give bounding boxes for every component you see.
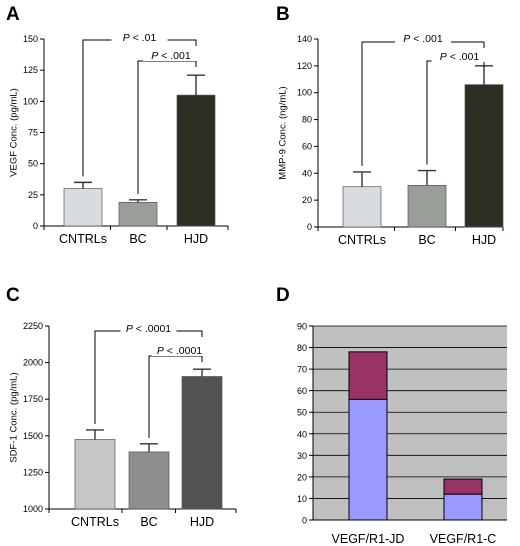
panel-b-category-label: BC bbox=[418, 233, 435, 247]
panel-b-bar bbox=[342, 186, 382, 228]
panel-b-y-tick-label: 60 bbox=[302, 141, 312, 151]
panel-d-category-label: VEGF/R1-JD bbox=[332, 532, 405, 546]
panel-d-y-tick-label: 70 bbox=[297, 365, 307, 375]
panel-c-y-tick-label: 1500 bbox=[23, 431, 43, 441]
panel-a-y-tick-label: 150 bbox=[23, 34, 38, 44]
panel-b-y-tick-label: 0 bbox=[307, 222, 312, 232]
panel-d-bar-segment bbox=[348, 351, 388, 400]
panel-a-bar bbox=[63, 188, 103, 227]
panel-d-y-tick-label: 30 bbox=[297, 451, 307, 461]
panel-a-y-tick-label: 75 bbox=[28, 128, 38, 138]
panel-d-y-tick-label: 20 bbox=[297, 472, 307, 482]
panel-c-significance-label-bg bbox=[120, 322, 177, 334]
panel-d-y-tick-label: 60 bbox=[297, 386, 307, 396]
panel-c-y-tick-label: 1750 bbox=[23, 394, 43, 404]
panel-b-significance-label-bg bbox=[431, 50, 488, 62]
panel-b-bar bbox=[407, 185, 447, 228]
panel-b-letter: B bbox=[276, 4, 290, 25]
panel-c-significance-label: P < .0001 bbox=[126, 323, 171, 335]
panel-b-y-tick-label: 120 bbox=[297, 61, 312, 71]
panel-a-letter: A bbox=[6, 4, 20, 25]
panel-b: B 0 20 40 60 80 100 120 140 MMP-9 Conc. (ng/mL) CN… bbox=[276, 4, 504, 247]
panel-a-y-tick-label: 0 bbox=[33, 221, 38, 231]
panel-a-bar bbox=[176, 94, 216, 227]
panel-c-y-tick-label: 2250 bbox=[23, 321, 43, 331]
panel-a-significance-label: P < .01 bbox=[123, 32, 157, 44]
panel-a-y-tick-label: 100 bbox=[23, 96, 38, 106]
panel-b-y-tick-label: 20 bbox=[302, 195, 312, 205]
panel-c-y-tick-label: 1000 bbox=[23, 504, 43, 514]
panel-a-significance-label-bg bbox=[143, 49, 199, 61]
panel-d-bar-segment bbox=[348, 398, 388, 521]
panel-b-y-tick-label: 80 bbox=[302, 115, 312, 125]
panel-d-y-tick-label: 40 bbox=[297, 429, 307, 439]
panel-b-y-tick-label: 100 bbox=[297, 88, 312, 98]
panel-c-category-label: CNTRLs bbox=[71, 515, 119, 529]
panel-a-category-label: CNTRLs bbox=[59, 232, 107, 246]
panel-b-y-tick-label: 40 bbox=[302, 168, 312, 178]
panel-b-y-tick-label: 140 bbox=[297, 34, 312, 44]
panel-b-y-axis-label: MMP-9 Conc. (ng/mL) bbox=[278, 86, 289, 179]
panel-c-letter: C bbox=[6, 285, 20, 306]
panel-a-category-label: BC bbox=[129, 232, 146, 246]
panel-a-y-tick-label: 25 bbox=[28, 190, 38, 200]
panel-b-bar bbox=[464, 84, 504, 228]
panel-c-significance-label: P < .0001 bbox=[157, 345, 202, 357]
panel-d-letter: D bbox=[276, 285, 290, 306]
panel-d-y-tick-label: 0 bbox=[302, 516, 307, 526]
panel-d-bar-segment bbox=[443, 478, 483, 495]
panel-c-bar bbox=[74, 439, 116, 510]
panel-d-category-label: VEGF/R1-C bbox=[430, 532, 497, 546]
panel-c-y-tick-label: 2000 bbox=[23, 358, 43, 368]
panel-a-significance-label-bg bbox=[111, 31, 168, 43]
panel-b-significance-label-bg bbox=[395, 32, 451, 44]
panel-c-bar bbox=[128, 451, 170, 510]
panel-c-y-axis-label: SDF-1 Conc. (pg/mL) bbox=[9, 372, 20, 462]
panel-b-significance-label: P < .001 bbox=[403, 33, 443, 45]
panel-d: D 0 10 20 30 40 50 60 70 80 90 VEGF/R1-JD VEGF/R1-C bbox=[276, 285, 507, 546]
panel-a-y-tick-label: 50 bbox=[28, 159, 38, 169]
panel-d-y-tick-label: 50 bbox=[297, 408, 307, 418]
panel-c-category-label: BC bbox=[140, 515, 157, 529]
panel-a-bar bbox=[118, 201, 158, 227]
panel-c-significance-label-bg bbox=[151, 344, 208, 356]
panel-a-y-tick-label: 125 bbox=[23, 65, 38, 75]
panel-b-category-label: CNTRLs bbox=[338, 233, 386, 247]
panel-b-category-label: HJD bbox=[472, 233, 496, 247]
panel-c: C 1000 1250 1500 1750 2000 2250 SDF-1 Conc. (pg… bbox=[6, 285, 237, 529]
panel-d-y-tick-label: 10 bbox=[297, 494, 307, 504]
panel-b-significance-label: P < .001 bbox=[440, 51, 480, 63]
panel-d-y-tick-label: 80 bbox=[297, 343, 307, 353]
panel-d-y-tick-label: 90 bbox=[297, 322, 307, 332]
panel-a: A 0 25 50 75 100 125 150 VEGF Conc. (pg/mL) CNTRL… bbox=[6, 4, 229, 246]
panel-d-bar-segment bbox=[443, 493, 483, 521]
panel-a-category-label: HJD bbox=[184, 232, 208, 246]
panel-a-significance-label: P < .001 bbox=[151, 50, 191, 62]
panel-a-y-axis-label: VEGF Conc. (pg/mL) bbox=[9, 88, 20, 177]
panel-c-bar bbox=[181, 376, 223, 510]
panel-c-category-label: HJD bbox=[190, 515, 214, 529]
panel-c-y-tick-label: 1250 bbox=[23, 467, 43, 477]
